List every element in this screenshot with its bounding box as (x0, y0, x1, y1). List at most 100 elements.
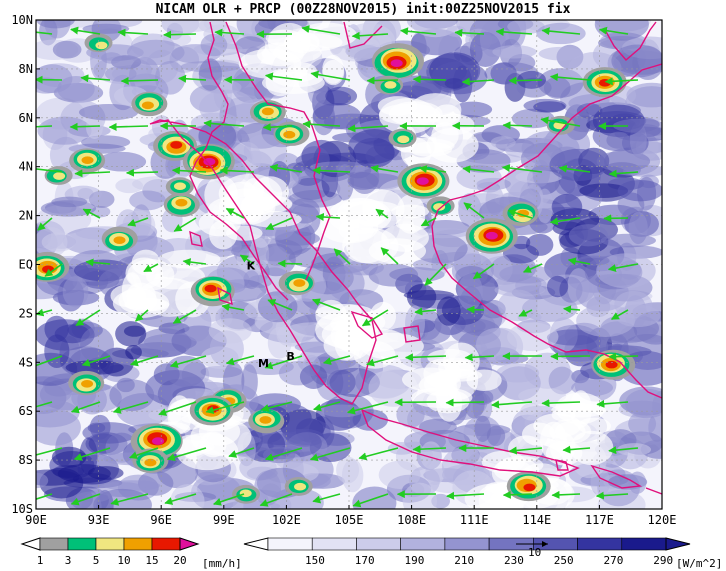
wind-arrow (112, 401, 149, 414)
wind-arrow (400, 27, 437, 36)
olr-patch (341, 458, 364, 493)
wind-arrow (502, 490, 533, 499)
coastline-siberut (217, 286, 233, 306)
lat-tick-label: 6S (19, 404, 33, 418)
wind-arrow (558, 164, 591, 173)
precipitation-unit: [mm/h] (202, 557, 242, 570)
site-markers: K M B (247, 259, 295, 370)
wind-arrow (461, 77, 495, 86)
olr-patch (532, 159, 550, 187)
wind-arrow (205, 401, 245, 414)
wind-arrow (125, 168, 159, 177)
wind-arrow (265, 217, 293, 230)
wind-arrow (214, 28, 245, 37)
wind-arrow (70, 26, 101, 35)
lon-tick-label: 108E (397, 513, 426, 527)
olr-patch (518, 387, 567, 405)
olr-patch (486, 425, 506, 447)
coastline-sumatra (149, 119, 377, 405)
olr-patch (617, 179, 662, 202)
coastline-small-island (555, 459, 569, 471)
olr-patch (101, 52, 122, 64)
precip-cell (81, 380, 94, 388)
wind-vectors (36, 25, 639, 508)
olr-unit: [W/m^2] (676, 557, 722, 570)
olr-cloud-patch (286, 62, 318, 82)
olr-patch (457, 273, 483, 311)
wind-arrow (75, 309, 101, 327)
olr-patch (406, 20, 442, 32)
precip-legend-swatch (123, 537, 153, 551)
olr-patch (551, 193, 583, 220)
wind-arrow (213, 493, 245, 506)
wind-arrow (508, 76, 543, 85)
wind-arrow (36, 125, 53, 128)
wind-arrow (502, 121, 533, 130)
precip-cell (416, 177, 429, 185)
olr-legend-swatch (400, 537, 446, 551)
olr-patch (78, 104, 139, 121)
wind-arrow (172, 309, 197, 324)
olr-patch (546, 275, 569, 298)
olr-patch (606, 131, 631, 149)
olr-legend-swatch (577, 537, 623, 551)
wind-arrow (173, 217, 197, 232)
wind-arrow (110, 493, 149, 506)
wind-arrow (312, 493, 341, 504)
olr-legend-swatch (311, 537, 357, 551)
site-label: M (258, 357, 269, 370)
olr-cloud-patch (323, 329, 371, 361)
coastline-borneo (431, 63, 662, 399)
olr-patch (165, 355, 207, 387)
lat-tick-label: 2N (19, 209, 33, 223)
coastline-palawan (603, 21, 657, 61)
olr-patch (80, 326, 114, 364)
wind-arrow (315, 213, 341, 221)
wind-arrow (182, 258, 207, 266)
precip-cell (144, 458, 157, 467)
wind-arrow (607, 263, 639, 273)
wind-arrow (608, 446, 639, 455)
coastline-nias (189, 230, 203, 247)
olr-patch (170, 484, 205, 509)
olr-patch (36, 409, 81, 446)
wind-arrow (44, 263, 63, 277)
olr-patch (123, 325, 146, 337)
precip-cell (485, 231, 498, 240)
olr-legend-swatch (444, 537, 490, 551)
wind-arrow (82, 208, 101, 219)
wind-arrow (178, 74, 207, 83)
olr-patch (52, 40, 82, 59)
wind-arrow (36, 493, 53, 500)
wind-arrow (169, 355, 207, 368)
olr-patch (155, 60, 186, 95)
lon-tick-label: 111E (460, 513, 489, 527)
olr-patch (200, 33, 228, 57)
wind-arrow (228, 447, 255, 458)
olr-cloud-patch (369, 301, 397, 331)
olr-patch (402, 482, 438, 509)
map-title: NICAM OLR + PRCP (00Z28NOV2015) init:00Z… (155, 2, 571, 17)
olr-patch (352, 409, 389, 431)
wind-arrow (219, 166, 255, 175)
olr-patch (312, 102, 362, 130)
wind-arrow (158, 401, 197, 416)
wind-arrow (108, 122, 149, 131)
wind-arrow (501, 164, 543, 173)
olr-legend-label: 270 (604, 554, 624, 567)
olr-cloud-patch (127, 259, 175, 291)
wind-arrow (73, 447, 111, 461)
wind-arrow (309, 447, 351, 462)
wind-arrow (74, 169, 111, 178)
lon-tick-label: 90E (25, 513, 47, 527)
olr-patch (507, 322, 559, 352)
olr-patch (335, 163, 354, 201)
wind-arrow (269, 163, 303, 173)
olr-legend-swatch (356, 537, 401, 551)
olr-cloud-patch (322, 54, 344, 84)
wind-arrow (549, 217, 581, 226)
wind-arrow (312, 166, 351, 175)
wind-arrow (301, 25, 341, 35)
olr-patch (332, 132, 379, 143)
wind-arrow (380, 247, 399, 265)
